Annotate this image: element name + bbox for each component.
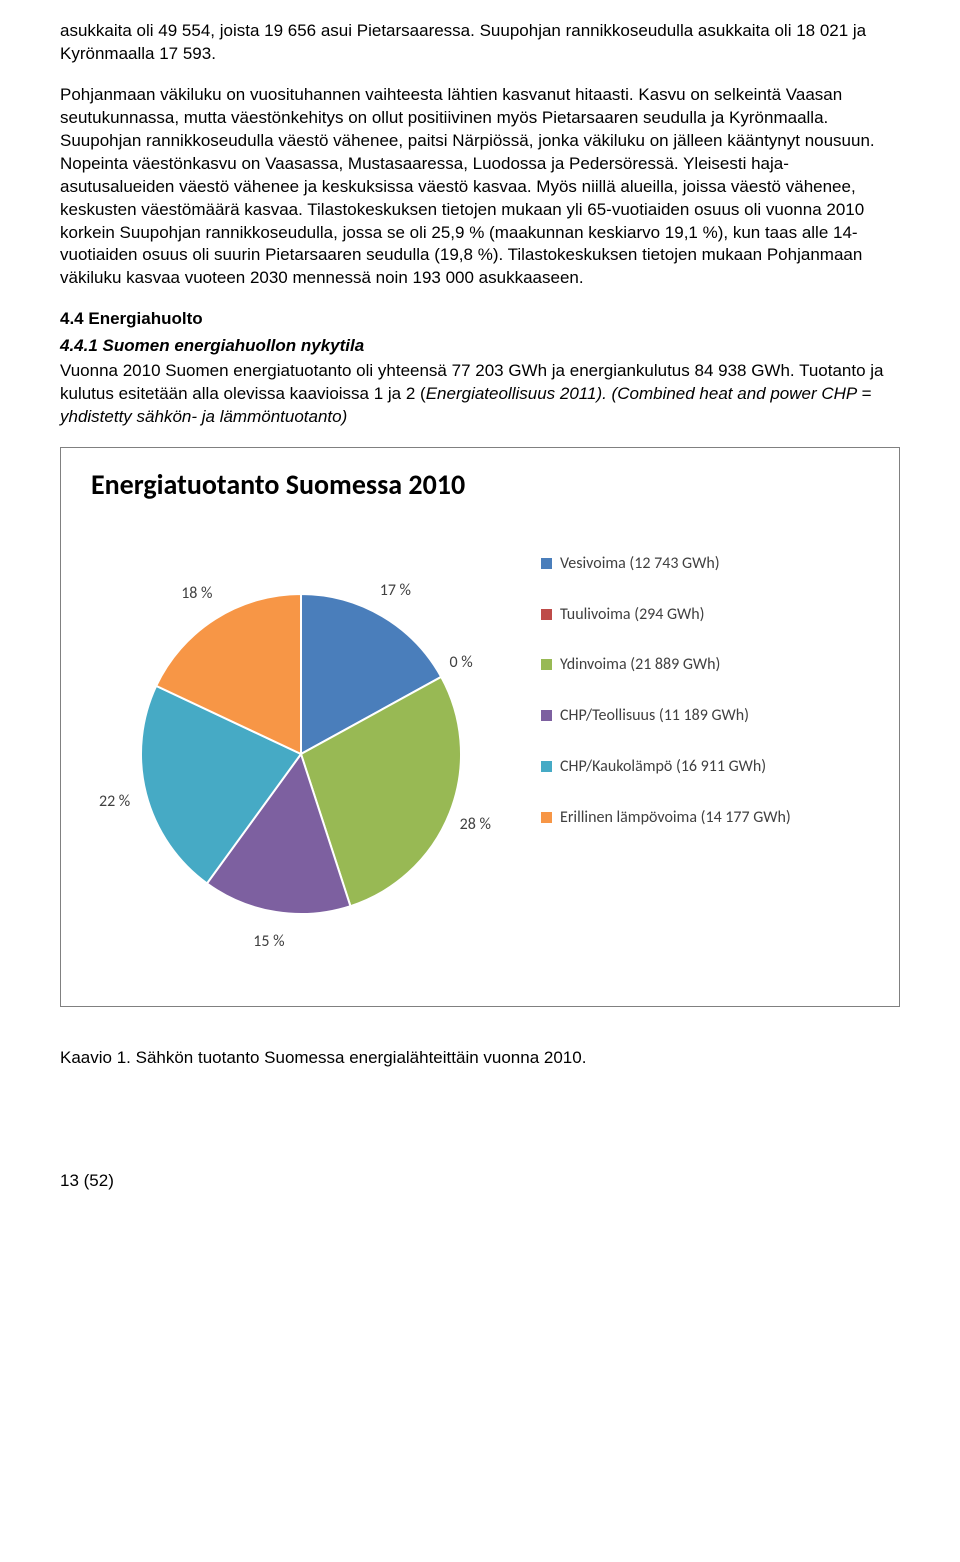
energy-pie-chart: Energiatuotanto Suomessa 2010 17 % 0 % 28 … — [60, 447, 900, 1007]
legend-item: Tuulivoima (294 GWh) — [541, 605, 869, 626]
chart-legend: Vesivoima (12 743 GWh) Tuulivoima (294 GW… — [511, 524, 869, 859]
legend-swatch — [541, 761, 552, 772]
legend-item: Vesivoima (12 743 GWh) — [541, 554, 869, 575]
legend-swatch — [541, 609, 552, 620]
pie-pct-label: 22 % — [99, 791, 130, 813]
legend-swatch — [541, 659, 552, 670]
legend-swatch — [541, 812, 552, 823]
legend-label: CHP/Teollisuus (11 189 GWh) — [560, 706, 749, 727]
heading-4-4-1: 4.4.1 Suomen energiahuollon nykytila — [60, 335, 900, 358]
pie-svg — [91, 524, 511, 944]
legend-swatch — [541, 558, 552, 569]
paragraph-2: Pohjanmaan väkiluku on vuosituhannen vai… — [60, 84, 900, 290]
page-footer: 13 (52) — [60, 1170, 900, 1193]
legend-item: CHP/Teollisuus (11 189 GWh) — [541, 706, 869, 727]
paragraph-1: asukkaita oli 49 554, joista 19 656 asui… — [60, 20, 900, 66]
chart-caption: Kaavio 1. Sähkön tuotanto Suomessa energ… — [60, 1047, 900, 1070]
legend-item: CHP/Kaukolämpö (16 911 GWh) — [541, 757, 869, 778]
pie-pct-label: 28 % — [460, 814, 491, 836]
pie-pct-label: 18 % — [181, 583, 212, 605]
chart-title: Energiatuotanto Suomessa 2010 — [91, 466, 869, 504]
legend-item: Erillinen lämpövoima (14 177 GWh) — [541, 808, 869, 829]
heading-4-4: 4.4 Energiahuolto — [60, 308, 900, 331]
legend-label: Erillinen lämpövoima (14 177 GWh) — [560, 808, 791, 829]
chart-body: 17 %0 %28 %15 %22 %18 % Vesivoima (12 74… — [91, 524, 869, 944]
pie-pct-label: 17 % — [380, 580, 411, 602]
pie-pct-label: 0 % — [449, 652, 472, 674]
pie-container: 17 %0 %28 %15 %22 %18 % — [91, 524, 511, 944]
legend-label: Vesivoima (12 743 GWh) — [560, 554, 720, 575]
legend-label: Ydinvoima (21 889 GWh) — [560, 655, 720, 676]
legend-item: Ydinvoima (21 889 GWh) — [541, 655, 869, 676]
paragraph-3: Vuonna 2010 Suomen energiatuotanto oli y… — [60, 360, 900, 429]
legend-swatch — [541, 710, 552, 721]
legend-label: CHP/Kaukolämpö (16 911 GWh) — [560, 757, 766, 778]
pie-pct-label: 15 % — [253, 931, 284, 953]
legend-label: Tuulivoima (294 GWh) — [560, 605, 705, 626]
